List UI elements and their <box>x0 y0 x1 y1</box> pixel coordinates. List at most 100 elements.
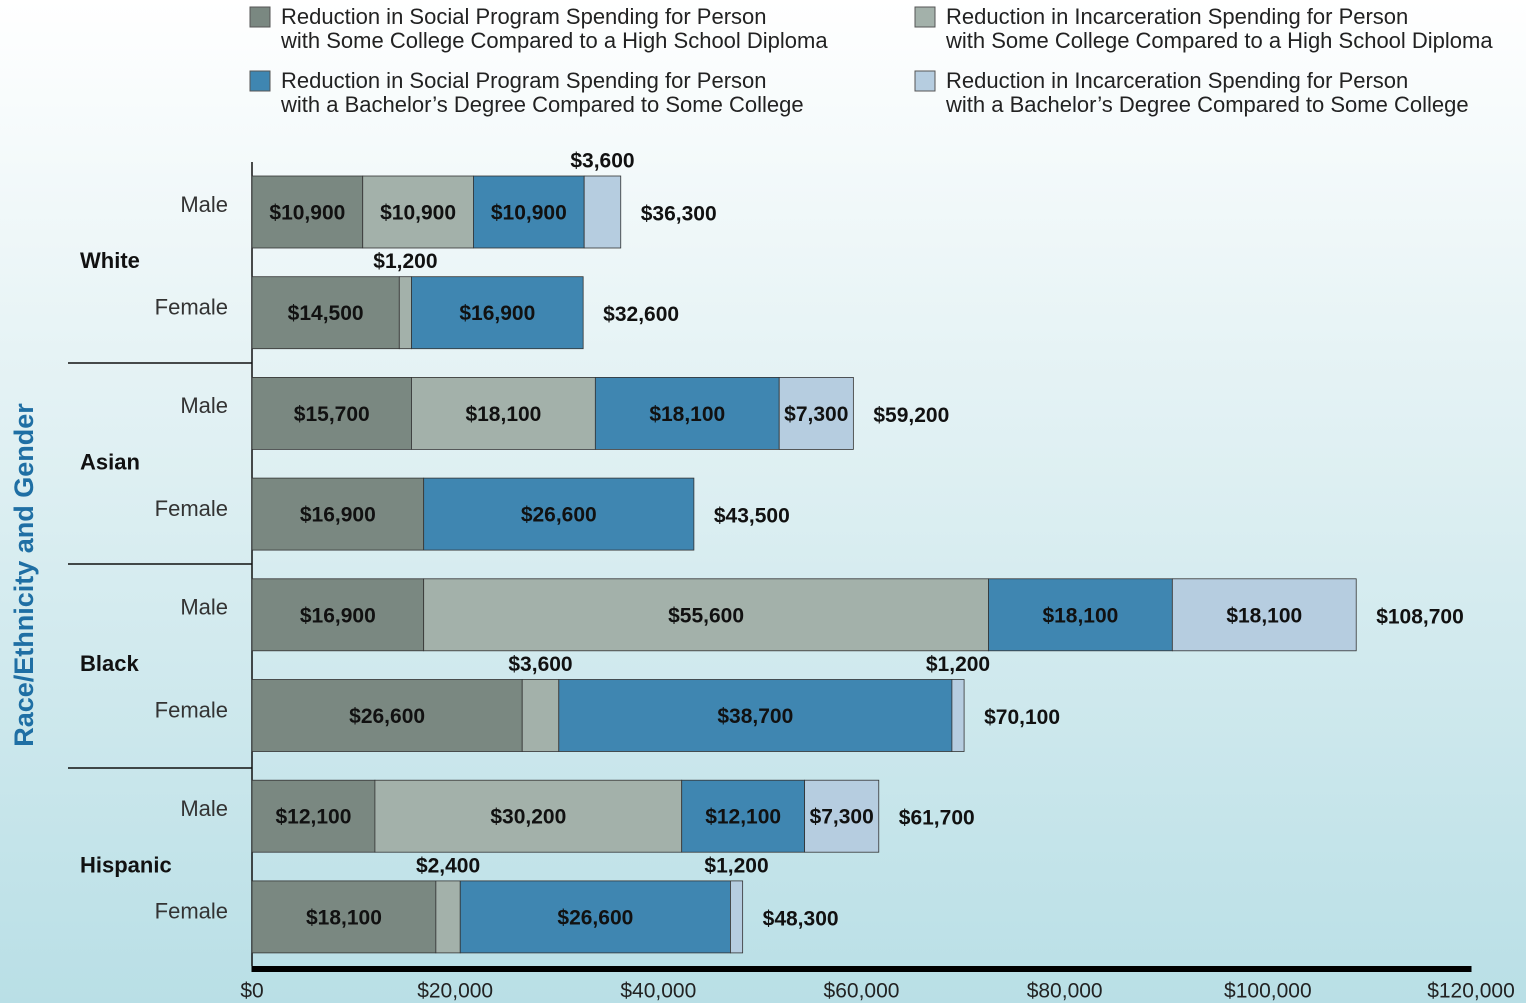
segment-label: $3,600 <box>570 150 634 173</box>
segment-label: $3,600 <box>508 653 572 676</box>
total-label: $32,600 <box>603 303 679 326</box>
segment-label: $18,100 <box>1226 604 1302 627</box>
segment-label: $16,900 <box>459 302 535 325</box>
segment-label: $10,900 <box>380 202 456 225</box>
bar-segment <box>1171 578 1357 652</box>
segment-label: $14,500 <box>288 302 364 325</box>
segment-label: $12,100 <box>275 806 351 829</box>
bar-segment <box>730 880 744 954</box>
bar-segment <box>423 578 989 652</box>
bar-segment <box>521 679 560 752</box>
bar-segment <box>251 175 364 249</box>
x-tick-label: $100,000 <box>1224 980 1312 1003</box>
bar-segment <box>681 779 806 853</box>
segment-label: $38,700 <box>717 705 793 728</box>
bar-segment <box>251 679 523 752</box>
segment-label: $10,900 <box>269 202 345 225</box>
category-label: Male <box>180 393 228 418</box>
total-label: $48,300 <box>763 907 839 930</box>
segment-label: $2,400 <box>416 854 480 877</box>
segment-label: $12,100 <box>705 806 781 829</box>
bar-segment <box>435 880 461 954</box>
segment-label: $18,100 <box>465 403 541 426</box>
bar-segment <box>251 779 376 853</box>
bar-segment <box>251 376 412 450</box>
legend-label: Reduction in Incarceration Spending for … <box>945 4 1493 53</box>
total-label: $70,100 <box>984 706 1060 729</box>
segment-label: $18,100 <box>306 906 382 929</box>
segment-label: $7,300 <box>784 403 848 426</box>
legend-line: with a Bachelor’s Degree Compared to Som… <box>280 92 804 117</box>
legend-line: Reduction in Incarceration Spending for … <box>946 68 1414 93</box>
legend-line: with a Bachelor’s Degree Compared to Som… <box>945 92 1469 117</box>
x-tick-label: $60,000 <box>824 980 900 1003</box>
segment-label: $18,100 <box>649 403 725 426</box>
segment-label: $10,900 <box>491 202 567 225</box>
segment-label: $1,200 <box>926 653 990 676</box>
category-label: Female <box>155 697 228 722</box>
y-axis-title: Race/Ethnicity and Gender <box>9 403 39 747</box>
bar-segment <box>423 477 695 551</box>
bar-segment <box>362 175 474 249</box>
bar-segment <box>398 276 412 350</box>
bar-segment <box>804 779 880 853</box>
bar-segment <box>459 880 731 954</box>
legend-swatch <box>914 6 936 28</box>
legend-line: with Some College Compared to a High Sch… <box>280 28 828 53</box>
legend-line: with Some College Compared to a High Sch… <box>945 28 1493 53</box>
bar-segment <box>951 679 965 752</box>
bar-segment <box>251 477 425 551</box>
legend-label: Reduction in Social Program Spending for… <box>280 68 804 117</box>
bar-segment <box>251 880 437 954</box>
x-tick-label: $0 <box>240 980 263 1003</box>
category-label: Male <box>180 192 228 217</box>
total-label: $59,200 <box>873 404 949 427</box>
segment-label: $16,900 <box>300 604 376 627</box>
bar-segment <box>594 376 780 450</box>
category-label: Female <box>155 496 228 521</box>
total-label: $61,700 <box>899 807 975 830</box>
segment-label: $26,600 <box>521 504 597 527</box>
group-label: Hispanic <box>80 852 172 877</box>
segment-label: $1,200 <box>373 250 437 273</box>
group-label: Black <box>80 651 139 676</box>
segment-label: $55,600 <box>668 604 744 627</box>
total-label: $36,300 <box>641 203 717 226</box>
x-tick-label: $120,000 <box>1427 980 1515 1003</box>
segment-label: $30,200 <box>490 806 566 829</box>
bar-segment <box>583 175 622 249</box>
bar-segment <box>251 276 400 350</box>
bar-segment <box>473 175 585 249</box>
category-label: Male <box>180 595 228 620</box>
segment-label: $18,100 <box>1042 604 1118 627</box>
bar-segment <box>411 376 596 450</box>
segment-label: $26,600 <box>557 906 633 929</box>
x-tick-label: $80,000 <box>1027 980 1103 1003</box>
legend-line: Reduction in Social Program Spending for… <box>281 4 773 29</box>
category-label: Female <box>155 295 228 320</box>
legend-line: Reduction in Social Program Spending for… <box>281 68 773 93</box>
legend-swatch <box>249 70 271 92</box>
category-label: Female <box>155 899 228 924</box>
legend-label: Reduction in Incarceration Spending for … <box>945 68 1469 117</box>
bar-segment <box>411 276 584 350</box>
total-label: $43,500 <box>714 505 790 528</box>
category-label: Male <box>180 796 228 821</box>
x-tick-label: $40,000 <box>620 980 696 1003</box>
bar-segment <box>374 779 683 853</box>
segment-label: $26,600 <box>349 705 425 728</box>
bar-segment <box>558 679 953 752</box>
legend-swatch <box>914 70 936 92</box>
bar-segment <box>251 578 425 652</box>
group-label: White <box>80 248 140 273</box>
segment-label: $16,900 <box>300 504 376 527</box>
segment-label: $7,300 <box>810 806 874 829</box>
legend-line: Reduction in Incarceration Spending for … <box>946 4 1414 29</box>
bar-segment <box>988 578 1173 652</box>
legend-label: Reduction in Social Program Spending for… <box>280 4 828 53</box>
segment-label: $1,200 <box>704 854 768 877</box>
group-label: Asian <box>80 450 140 475</box>
bar-segment <box>778 376 854 450</box>
legend-swatch <box>249 6 271 28</box>
